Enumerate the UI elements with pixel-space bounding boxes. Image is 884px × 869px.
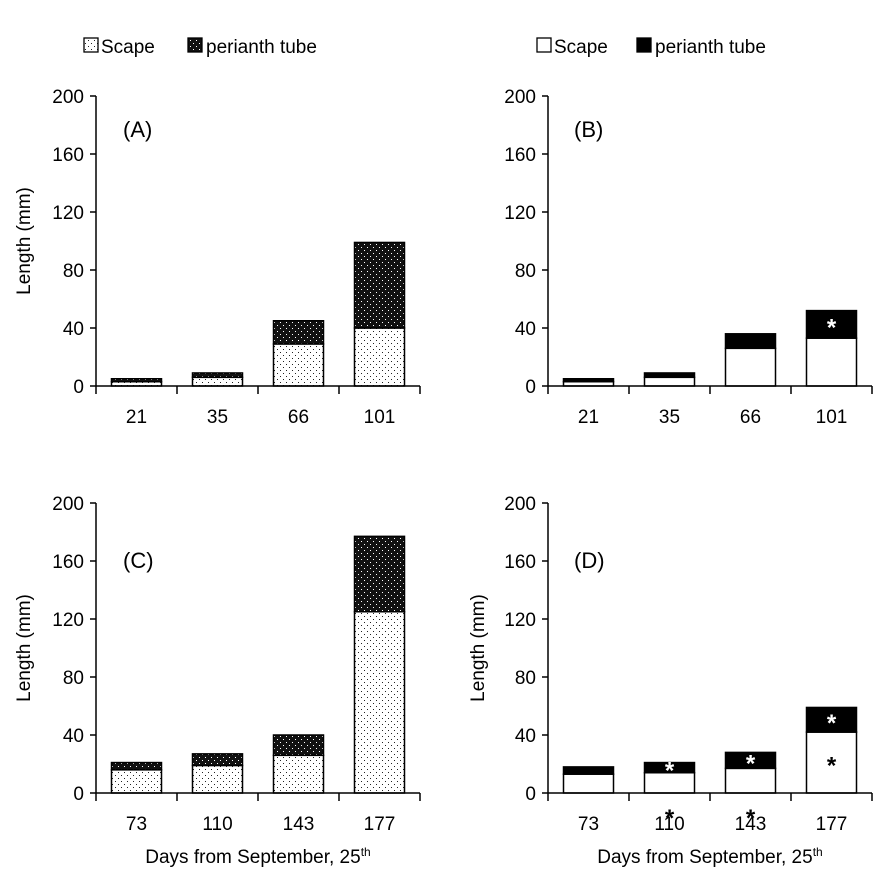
bar-perianth-tube (110, 761, 163, 771)
legend-right: Scape perianth tube (536, 37, 766, 58)
panel-label: (B) (574, 117, 603, 142)
bar-perianth-tube (562, 378, 615, 383)
x-tick-label: 101 (364, 407, 396, 428)
x-axis-label: Days from September, 25th (597, 845, 822, 868)
bar-perianth-tube (272, 320, 325, 345)
legend-label-scape: Scape (554, 37, 608, 58)
y-tick-label: 200 (504, 87, 536, 108)
significance-asterisk: * (827, 753, 837, 780)
y-tick-label: 0 (525, 377, 536, 398)
y-tick-label: 0 (525, 784, 536, 805)
y-tick-label: 0 (73, 377, 84, 398)
bar-perianth-tube (272, 734, 325, 757)
y-tick-label: 120 (504, 610, 536, 631)
legend-label-scape: Scape (101, 37, 155, 58)
y-tick-label: 120 (504, 203, 536, 224)
significance-asterisk: * (827, 710, 837, 737)
x-tick-label: 177 (816, 814, 848, 835)
x-tick-label: 101 (816, 407, 848, 428)
significance-asterisk: * (665, 805, 675, 832)
bar-scape (272, 343, 325, 387)
bar-scape (353, 327, 406, 387)
panel-label: (C) (123, 548, 154, 573)
x-tick-label: 73 (578, 814, 599, 835)
bar-perianth-tube (353, 241, 406, 329)
bar-scape (562, 773, 615, 794)
bar-scape (110, 769, 163, 794)
legend-swatch-perianth-tube (636, 37, 652, 53)
y-tick-label: 40 (515, 726, 536, 747)
bar-scape (353, 611, 406, 794)
x-axis-label: Days from September, 25th (145, 845, 370, 868)
y-tick-label: 80 (63, 261, 84, 282)
legend-label-perianth-tube: perianth tube (206, 37, 317, 58)
y-tick-label: 160 (52, 145, 84, 166)
bar-perianth-tube (110, 378, 163, 383)
y-tick-label: 80 (63, 668, 84, 689)
bar-scape (643, 376, 696, 387)
y-tick-label: 0 (73, 784, 84, 805)
chart-panel-d: 0 40 80 120 160 200 73 110 143 177 * * * * * * (D) Length… (468, 494, 873, 868)
bar-perianth-tube (353, 535, 406, 613)
x-tick-label: 110 (202, 814, 232, 835)
legend-swatch-perianth-tube (187, 37, 203, 53)
panel-label: (D) (574, 548, 605, 573)
y-tick-label: 200 (52, 87, 84, 108)
bar-perianth-tube (724, 333, 777, 350)
x-tick-label: 35 (659, 407, 680, 428)
y-tick-label: 160 (504, 552, 536, 573)
significance-asterisk: * (746, 805, 756, 832)
x-tick-label: 21 (578, 407, 599, 428)
y-tick-label: 200 (52, 494, 84, 515)
bar-perianth-tube (562, 766, 615, 775)
y-tick-label: 40 (63, 726, 84, 747)
chart-panel-a: 0 40 80 120 160 200 21 35 66 101 (A) Length (mm) (14, 87, 421, 428)
legend-swatch-scape (536, 37, 552, 53)
y-axis-label: Length (mm) (14, 187, 35, 295)
legend-left: Scape perianth tube (83, 37, 317, 58)
y-tick-label: 160 (52, 552, 84, 573)
y-axis-label: Length (mm) (14, 594, 35, 702)
panel-label: (A) (123, 117, 152, 142)
x-tick-label: 66 (288, 407, 309, 428)
y-tick-label: 80 (515, 668, 536, 689)
y-tick-label: 80 (515, 261, 536, 282)
significance-asterisk: * (746, 750, 756, 777)
significance-asterisk: * (827, 314, 837, 341)
x-tick-label: 143 (735, 814, 767, 835)
y-tick-label: 200 (504, 494, 536, 515)
significance-asterisk: * (665, 758, 675, 785)
x-tick-label: 66 (740, 407, 761, 428)
y-tick-label: 40 (515, 319, 536, 340)
y-tick-label: 40 (63, 319, 84, 340)
bar-perianth-tube (191, 372, 244, 379)
y-tick-label: 120 (52, 610, 84, 631)
bar-perianth-tube (191, 753, 244, 767)
bar-perianth-tube (805, 706, 858, 733)
bar-perianth-tube (724, 751, 777, 770)
y-axis-label: Length (mm) (468, 594, 489, 702)
chart-panel-b: 0 40 80 120 160 200 21 35 66 101 * (B) (504, 87, 873, 428)
x-tick-label: 35 (207, 407, 228, 428)
x-tick-label: 110 (654, 814, 684, 835)
bar-scape (805, 337, 858, 387)
bar-scape (724, 347, 777, 387)
x-tick-label: 143 (283, 814, 315, 835)
bar-perianth-tube (643, 372, 696, 379)
bar-perianth-tube (805, 309, 858, 339)
y-tick-label: 120 (52, 203, 84, 224)
bar-scape (191, 764, 244, 794)
bar-perianth-tube (643, 761, 696, 774)
x-tick-label: 177 (364, 814, 396, 835)
legend-swatch-scape (83, 37, 99, 53)
x-tick-label: 21 (126, 407, 147, 428)
bar-scape (272, 754, 325, 794)
y-tick-label: 160 (504, 145, 536, 166)
legend-label-perianth-tube: perianth tube (655, 37, 766, 58)
bar-scape (191, 376, 244, 387)
x-tick-label: 73 (126, 814, 147, 835)
chart-panel-c: 0 40 80 120 160 200 73 110 143 177 (C) Length (mm) D… (14, 494, 421, 868)
